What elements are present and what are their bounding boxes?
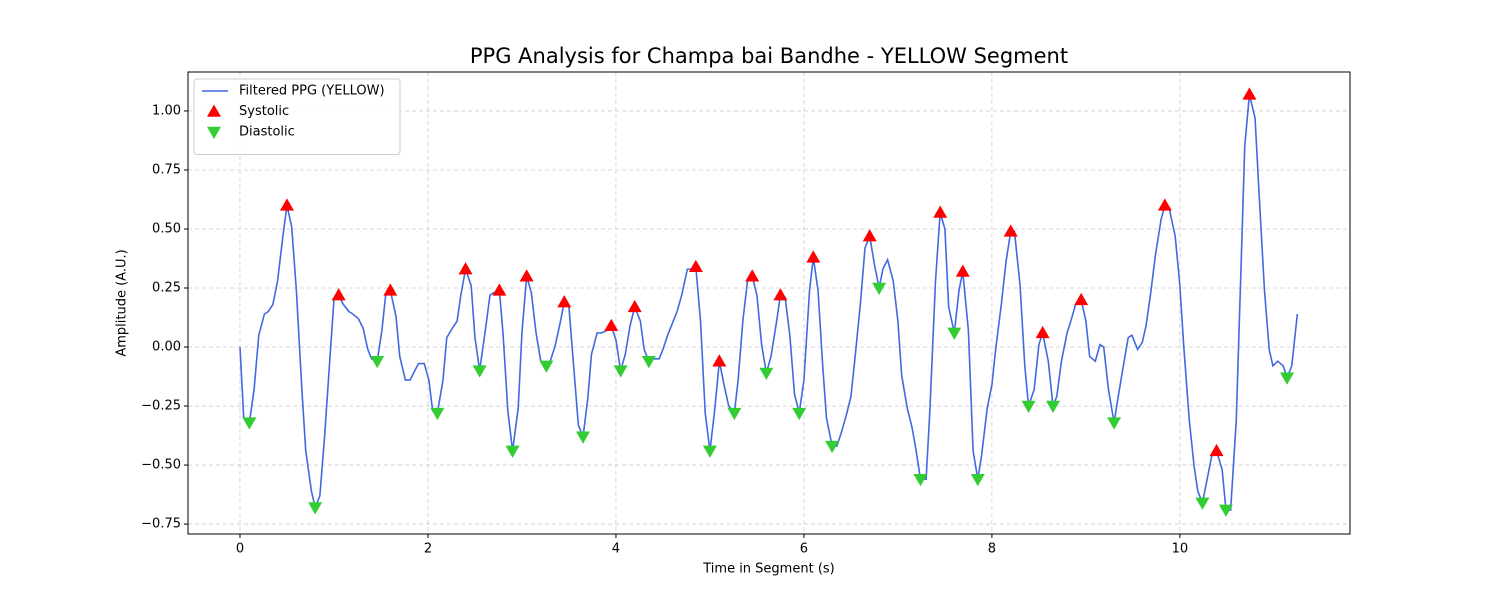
- peak-marker: [641, 355, 656, 369]
- peak-marker: [792, 407, 807, 421]
- peak-marker: [955, 264, 970, 277]
- peak-marker: [1242, 87, 1257, 100]
- peak-marker: [872, 282, 887, 296]
- peak-marker: [1218, 504, 1233, 517]
- y-tick-label: −0.50: [141, 458, 181, 473]
- peak-marker: [913, 473, 928, 487]
- legend-swatch: [207, 126, 221, 139]
- peak-marker: [1021, 400, 1036, 414]
- peak-marker: [331, 288, 346, 301]
- peak-marker: [1107, 417, 1122, 430]
- peak-marker: [279, 198, 294, 211]
- peak-marker: [539, 360, 554, 373]
- ppg-line: [239, 94, 1299, 511]
- peak-marker: [242, 417, 257, 430]
- legend-label: Systolic: [239, 104, 289, 119]
- peak-marker: [688, 259, 703, 273]
- legend: Filtered PPG (YELLOW) Systolic Diastolic: [193, 78, 401, 155]
- peak-marker: [745, 269, 760, 282]
- peak-marker: [383, 283, 398, 296]
- peak-marker: [1045, 400, 1060, 414]
- peak-marker: [308, 502, 323, 515]
- peak-marker: [970, 473, 985, 487]
- x-tick-label: 4: [612, 542, 620, 557]
- x-axis-label: Time in Segment (s): [702, 562, 834, 577]
- peak-marker: [1003, 224, 1018, 237]
- peak-marker: [1035, 325, 1050, 339]
- peak-marker: [492, 283, 507, 296]
- peak-marker: [1280, 372, 1295, 385]
- peak-marker: [1157, 198, 1172, 211]
- y-tick-label: 0.50: [152, 221, 181, 236]
- x-tick-label: 0: [236, 542, 244, 557]
- peak-marker: [862, 229, 877, 242]
- y-axis-label: Amplitude (A.U.): [115, 249, 130, 356]
- peak-marker: [604, 318, 619, 332]
- x-tick-label: 6: [800, 542, 808, 557]
- peak-marker: [370, 355, 385, 369]
- legend-label: Filtered PPG (YELLOW): [239, 84, 385, 99]
- y-tick-label: −0.25: [141, 399, 181, 414]
- x-tick-label: 2: [424, 542, 432, 557]
- y-tick-label: 0.25: [152, 281, 181, 296]
- peak-marker: [430, 407, 445, 421]
- peak-marker: [712, 354, 727, 367]
- legend-label: Diastolic: [239, 125, 295, 140]
- peak-marker: [1074, 292, 1089, 306]
- y-tick-label: 0.00: [152, 340, 181, 355]
- peak-marker: [759, 367, 774, 380]
- peak-marker: [806, 250, 821, 263]
- peak-marker: [1195, 497, 1210, 510]
- peak-marker: [472, 365, 487, 378]
- peak-marker: [557, 295, 572, 308]
- peak-marker: [773, 288, 788, 301]
- peak-marker: [458, 262, 473, 275]
- peak-marker: [613, 365, 628, 378]
- x-tick-label: 10: [1172, 542, 1189, 557]
- chart-title: PPG Analysis for Champa bai Bandhe - YEL…: [470, 44, 1068, 68]
- peak-marker: [576, 431, 591, 444]
- y-tick-label: −0.75: [141, 517, 181, 532]
- peak-marker: [727, 407, 742, 421]
- peak-marker: [825, 440, 840, 454]
- legend-swatch: [207, 104, 221, 117]
- y-tick-label: 0.75: [152, 162, 181, 177]
- peak-marker: [627, 299, 642, 313]
- legend-box: [193, 78, 401, 155]
- peak-marker: [947, 327, 962, 340]
- peak-marker: [519, 269, 534, 282]
- peak-marker: [702, 445, 717, 458]
- peak-marker: [1209, 443, 1224, 457]
- x-tick-label: 8: [988, 542, 996, 557]
- plot-frame: [187, 71, 1351, 535]
- peak-marker: [933, 205, 948, 218]
- y-tick-label: 1.00: [152, 103, 181, 118]
- peak-marker: [505, 445, 520, 458]
